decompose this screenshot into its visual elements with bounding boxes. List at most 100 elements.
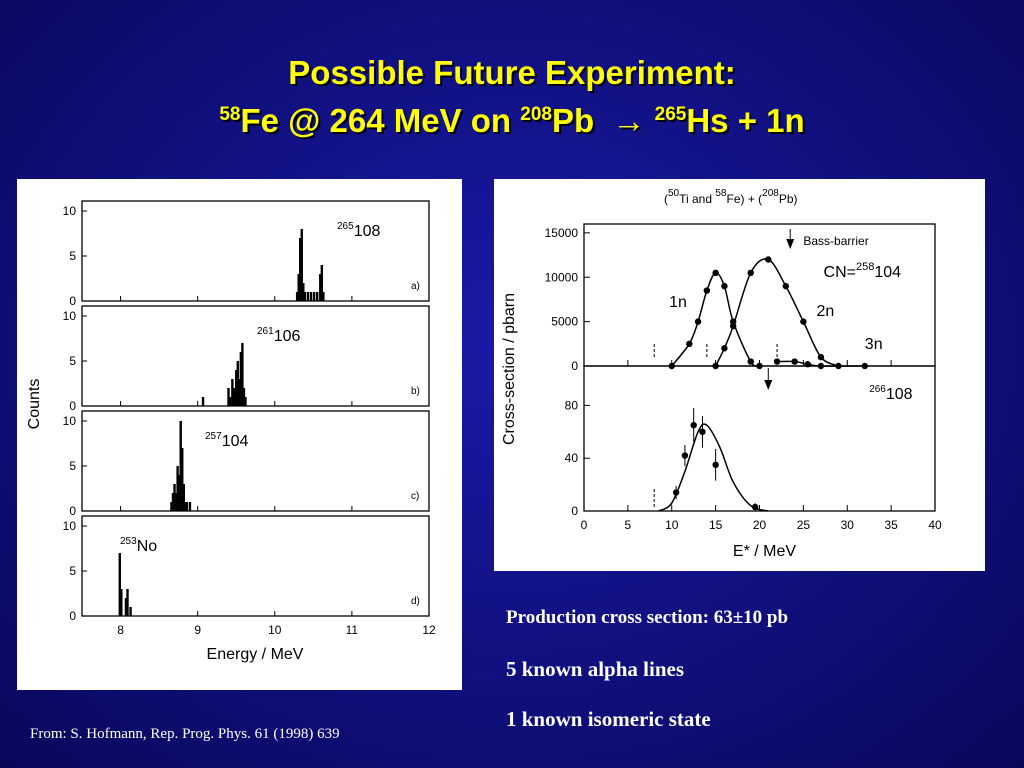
histogram-bar <box>227 388 230 406</box>
histogram-bar <box>315 292 319 301</box>
histogram-bar <box>228 397 232 406</box>
y-tick-label: 5 <box>69 249 76 263</box>
data-point-2n <box>765 256 772 263</box>
histogram-bar <box>302 283 305 301</box>
panel-tag: c) <box>411 491 419 502</box>
y-tick-label: 0 <box>69 399 76 413</box>
data-point-3n <box>791 358 798 365</box>
source-citation: From: S. Hofmann, Rep. Prog. Phys. 61 (1… <box>30 726 340 742</box>
histogram-bar <box>126 589 129 616</box>
histogram-bar <box>177 475 181 511</box>
pb-text: Pb <box>551 102 604 139</box>
histogram-bar <box>120 589 123 616</box>
excitation-function-svg: (50Ti and 58Fe) + (208Pb) 0 5000 10000 15000… <box>501 188 942 560</box>
histogram-bar <box>129 607 132 616</box>
histogram-bar <box>300 229 303 301</box>
x-tick-label: 12 <box>422 623 436 637</box>
title-line-2: 58Fe @ 264 MeV on 208Pb → 265Hs + 1n <box>0 94 1024 142</box>
histogram-bar <box>303 292 307 301</box>
x-tick-label: 40 <box>928 518 942 532</box>
x-tick-label: 8 <box>117 623 124 637</box>
channel-label-1n: 1n <box>669 294 687 311</box>
histogram-bar <box>241 343 244 406</box>
y-tick-label: 5 <box>69 354 76 368</box>
hs-text: Hs + 1n <box>686 102 805 139</box>
x-axis-label: Energy / MeV <box>207 646 304 663</box>
data-point-1n <box>721 282 728 290</box>
histogram-bar <box>173 484 176 511</box>
data-point-2n <box>782 282 790 290</box>
y-tick-label: 0 <box>571 359 578 373</box>
nuclide-label-266-108: 266108 <box>869 384 912 403</box>
data-point-2n <box>729 322 737 330</box>
histogram-bar <box>188 502 192 511</box>
histogram-bar <box>306 292 310 301</box>
channel-label-3n: 3n <box>865 336 883 353</box>
histogram-bar <box>242 388 246 406</box>
histogram-bar <box>238 379 241 406</box>
data-point-266-108 <box>681 452 689 459</box>
nuclide-label: 257104 <box>205 431 248 450</box>
y-axis-label: Cross-section / pbarn <box>501 293 518 445</box>
histogram-bar <box>235 370 238 406</box>
data-point-1n <box>694 318 702 325</box>
y-axis-label: Counts <box>26 379 43 430</box>
histogram-bar <box>231 379 234 406</box>
histogram-bar <box>236 361 239 406</box>
histogram-bar <box>124 598 128 616</box>
info-isomeric-state: 1 known isomeric state <box>506 707 711 731</box>
histogram-bar <box>322 292 325 301</box>
y-tick-label: 40 <box>565 451 579 465</box>
y-tick-label: 10 <box>63 309 77 323</box>
info-alpha-lines: 5 known alpha lines <box>506 657 684 681</box>
nuclide-label: 253No <box>120 536 157 555</box>
histogram-bar <box>170 502 173 511</box>
panel-tag: d) <box>411 596 420 607</box>
y-tick-label: 5 <box>69 459 76 473</box>
histogram-bar <box>176 466 179 511</box>
histogram-bar <box>295 292 299 301</box>
alpha-spectra-figure: 0 5 10 265108 a) 0 5 10 261106 b) 0 5 10 257104 c) 0 5 10… <box>17 179 462 690</box>
data-point-2n <box>817 353 825 361</box>
histogram-bar <box>185 502 189 511</box>
pb-mass: 208 <box>520 104 552 125</box>
fe-text: Fe @ 264 MeV on <box>240 102 521 139</box>
histogram-bar <box>297 274 300 301</box>
x-tick-label: 10 <box>665 518 679 532</box>
y-tick-label: 80 <box>565 398 579 412</box>
x-tick-label: 20 <box>753 518 767 532</box>
histogram-bar <box>174 493 178 511</box>
histogram-bar <box>201 397 205 406</box>
compound-nucleus-label: CN=258104 <box>824 261 902 281</box>
x-tick-label: 5 <box>625 518 632 532</box>
fit-curve-1n <box>671 272 760 368</box>
histogram-bar <box>118 553 121 616</box>
x-tick-label: 25 <box>797 518 811 532</box>
arrow-head-icon <box>786 239 795 249</box>
data-point-266-108 <box>712 461 719 468</box>
data-point-266-108 <box>672 489 680 496</box>
spectrum-panel-frame <box>81 410 430 512</box>
data-point-1n <box>686 340 693 348</box>
fe-mass: 58 <box>219 104 241 125</box>
panel-tag: b) <box>411 386 420 397</box>
histogram-bar <box>182 484 185 511</box>
histogram-bar <box>319 274 322 301</box>
x-tick-label: 30 <box>841 518 855 532</box>
x-tick-label: 9 <box>194 623 201 637</box>
y-tick-label: 10 <box>63 414 77 428</box>
y-tick-label: 0 <box>571 504 578 518</box>
fit-curve-266-108 <box>658 423 769 512</box>
bass-barrier-label: Bass-barrier <box>803 234 868 248</box>
data-point-266-108 <box>751 503 759 511</box>
spectrum-panel-frame <box>81 305 430 407</box>
histogram-bar <box>184 502 187 511</box>
histogram-bar <box>171 493 175 511</box>
reaction-arrow-icon: → <box>612 102 646 139</box>
info-cross-section: Production cross section: 63±10 pb <box>506 607 789 628</box>
y-tick-label: 5000 <box>551 315 578 329</box>
histogram-bar <box>181 448 184 511</box>
histogram-bar <box>309 292 313 301</box>
x-tick-label: 15 <box>709 518 723 532</box>
x-tick-label: 0 <box>581 518 588 532</box>
